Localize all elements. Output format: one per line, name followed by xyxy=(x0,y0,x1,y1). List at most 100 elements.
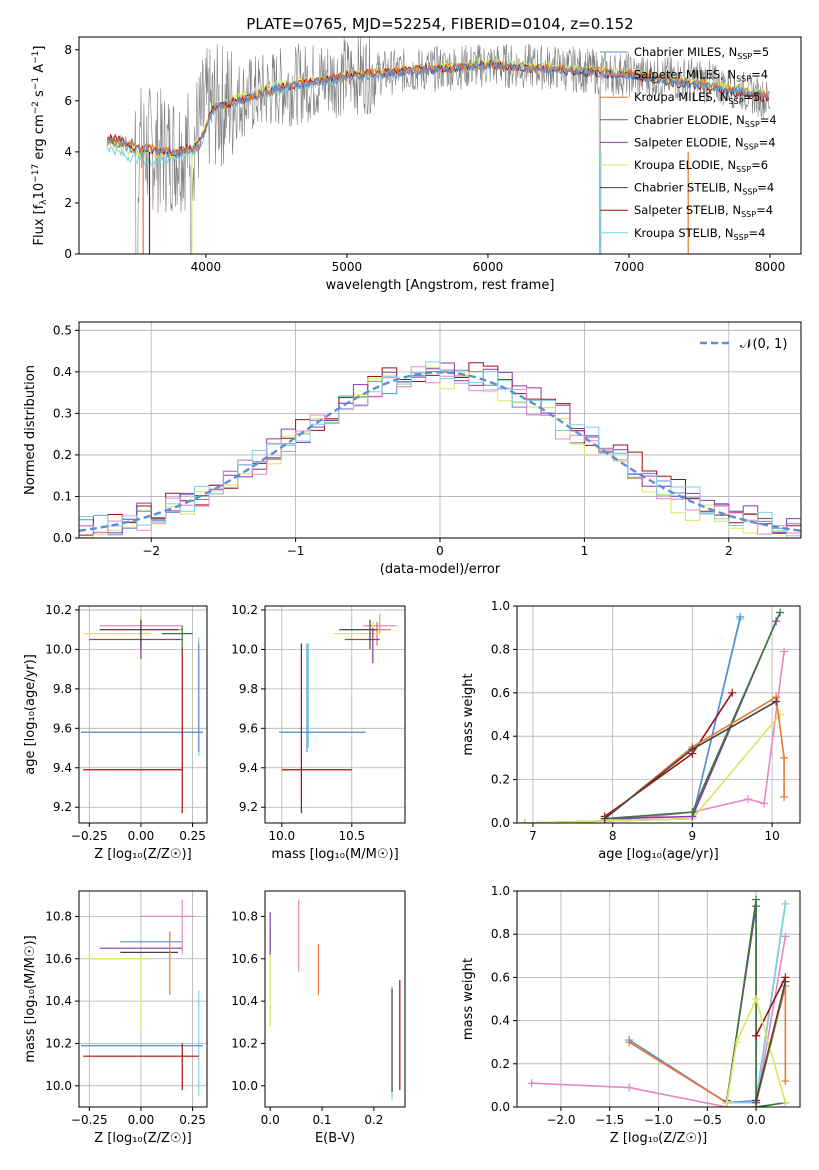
x-axis-label: Z [log₁₀(Z/Z☉)] xyxy=(94,1131,191,1146)
residuals-panel: −2 −1 0 1 2 0.0 0.1 0.2 0.3 0.4 0.5 (data-model)/er… xyxy=(23,321,802,577)
y-tick-label: 10.0 xyxy=(45,642,72,656)
x-tick-label: −1.0 xyxy=(644,1113,673,1127)
x-tick-label: 7000 xyxy=(614,260,645,274)
x-tick-label: 10.5 xyxy=(338,829,365,843)
normal-curve xyxy=(79,371,801,532)
mass-weight-point xyxy=(781,899,790,908)
y-axis-label-part: −2 xyxy=(31,101,41,114)
mass-weight-line xyxy=(524,616,741,823)
y-tick-label: 10.0 xyxy=(45,1079,72,1093)
legend-sub: SSP xyxy=(741,210,756,219)
legend-n: =4 xyxy=(759,135,776,149)
y-tick-label: 0.3 xyxy=(53,406,72,420)
y-axis-label: age [log₁₀(age/yr)] xyxy=(23,654,38,775)
y-tick-label: 9.6 xyxy=(239,721,258,735)
y-tick-label: 0.8 xyxy=(491,927,510,941)
y-axis-label-part: Flux [f xyxy=(32,204,47,245)
mass-weight-point xyxy=(732,1038,741,1047)
mass-weight-point xyxy=(781,1077,790,1086)
y-tick-label: 1.0 xyxy=(491,884,510,898)
mass-weight-line xyxy=(604,620,777,820)
y-tick-label: 0.6 xyxy=(491,970,510,984)
y-tick-label: 10.6 xyxy=(45,952,72,966)
mass-weight-vs-age-panel: 7 8 9 10 0.0 0.2 0.4 0.6 0.8 1.0 age [log₁₀(age/yr… xyxy=(461,599,801,862)
x-axis-label: age [log₁₀(age/yr)] xyxy=(598,847,719,862)
y-tick-label: 10.8 xyxy=(231,909,258,923)
y-axis-label-part: s xyxy=(32,90,47,101)
mass-weight-point xyxy=(736,612,745,621)
legend-sub: SSP xyxy=(736,165,751,174)
legend-text: Chabrier MILES, N xyxy=(634,45,737,59)
legend-label: Kroupa STELIB, NSSP=4 xyxy=(634,226,765,242)
legend-n: =4 xyxy=(757,181,774,195)
legend-sub: SSP xyxy=(745,120,760,129)
y-tick-label: 0.4 xyxy=(491,729,510,743)
mass-weight-point xyxy=(744,795,753,804)
x-tick-label: 0.00 xyxy=(128,829,155,843)
mass-weight-point xyxy=(625,1083,634,1092)
x-tick-label: −0.5 xyxy=(693,1113,722,1127)
legend-text: Salpeter MILES, N xyxy=(634,68,736,82)
mass-vs-z-panel: −0.25 0.00 0.25 10.0 10.2 10.4 10.6 10.8 Z [log₁… xyxy=(23,890,208,1146)
legend-text: Kroupa ELODIE, N xyxy=(634,158,736,172)
y-axis-label: mass weight xyxy=(461,958,476,1040)
mass-weight-point xyxy=(752,1031,761,1040)
mass-weight-point xyxy=(781,932,790,941)
x-tick-label: 0.25 xyxy=(179,1113,206,1127)
y-tick-label: 10.0 xyxy=(231,1079,258,1093)
y-tick-label: 6 xyxy=(64,94,72,108)
plot-area xyxy=(269,899,401,1101)
x-axis-label: mass [log₁₀(M/M☉)] xyxy=(271,847,398,862)
mass-weight-point xyxy=(781,977,790,986)
spectrum-panel: 4000 5000 6000 7000 8000 0 2 4 6 8 wavelength [Ang… xyxy=(31,36,802,293)
axes-frame xyxy=(264,605,406,824)
legend-label: Chabrier MILES, NSSP=5 xyxy=(634,45,769,61)
mass-weight-line xyxy=(604,695,785,820)
y-axis-label-part: −17 xyxy=(31,164,41,183)
mass-weight-line xyxy=(604,692,733,818)
axes-frame xyxy=(78,36,802,255)
mass-weight-point xyxy=(776,608,785,617)
legend-n: =4 xyxy=(751,68,768,82)
x-tick-label: 4000 xyxy=(191,260,222,274)
plot-area xyxy=(279,613,397,814)
y-axis-label-part: −1 xyxy=(31,77,41,90)
y-tick-label: 9.6 xyxy=(53,721,72,735)
model-spectrum-line xyxy=(106,60,770,158)
y-axis-label: mass [log₁₀(M/M☉)] xyxy=(23,935,38,1062)
model-spectrum-line xyxy=(106,60,770,159)
y-tick-label: 10.2 xyxy=(45,1036,72,1050)
x-tick-label: 6000 xyxy=(473,260,504,274)
y-axis-label-part: −1 xyxy=(31,51,41,64)
y-tick-label: 8 xyxy=(64,43,72,57)
mass-weight-point xyxy=(752,1096,761,1105)
x-tick-label: 2 xyxy=(725,544,733,558)
legend-text: Kroupa MILES, N xyxy=(634,90,729,104)
y-tick-label: 0 xyxy=(64,247,72,261)
axes-frame xyxy=(516,605,801,824)
legend-label: Kroupa ELODIE, NSSP=6 xyxy=(634,158,768,174)
mass-weight-point xyxy=(752,995,761,1003)
mass-weight-point xyxy=(780,753,789,762)
mass-weight-line xyxy=(524,651,785,823)
mass-weight-point xyxy=(752,895,761,904)
plot-area xyxy=(79,361,801,538)
plot-area xyxy=(520,608,789,823)
y-axis-label-part: ] xyxy=(32,46,47,51)
y-tick-label: 0.2 xyxy=(491,773,510,787)
y-axis-label: mass weight xyxy=(461,673,476,755)
legend-text: Kroupa STELIB, N xyxy=(634,226,734,240)
mass-weight-line xyxy=(531,936,787,1107)
mass-weight-line xyxy=(524,713,781,823)
y-axis-label-part: 10 xyxy=(32,183,47,200)
mass-weight-line xyxy=(755,977,787,1037)
mass-weight-line xyxy=(726,899,786,1107)
legend-text: Salpeter STELIB, N xyxy=(634,203,741,217)
x-tick-label: 0.1 xyxy=(312,1113,331,1127)
mass-weight-point xyxy=(760,799,769,808)
y-tick-label: 10.6 xyxy=(231,952,258,966)
legend-n: =5 xyxy=(744,90,761,104)
x-axis-label: wavelength [Angstrom, rest frame] xyxy=(326,278,555,293)
x-tick-label: 0.2 xyxy=(364,1113,383,1127)
